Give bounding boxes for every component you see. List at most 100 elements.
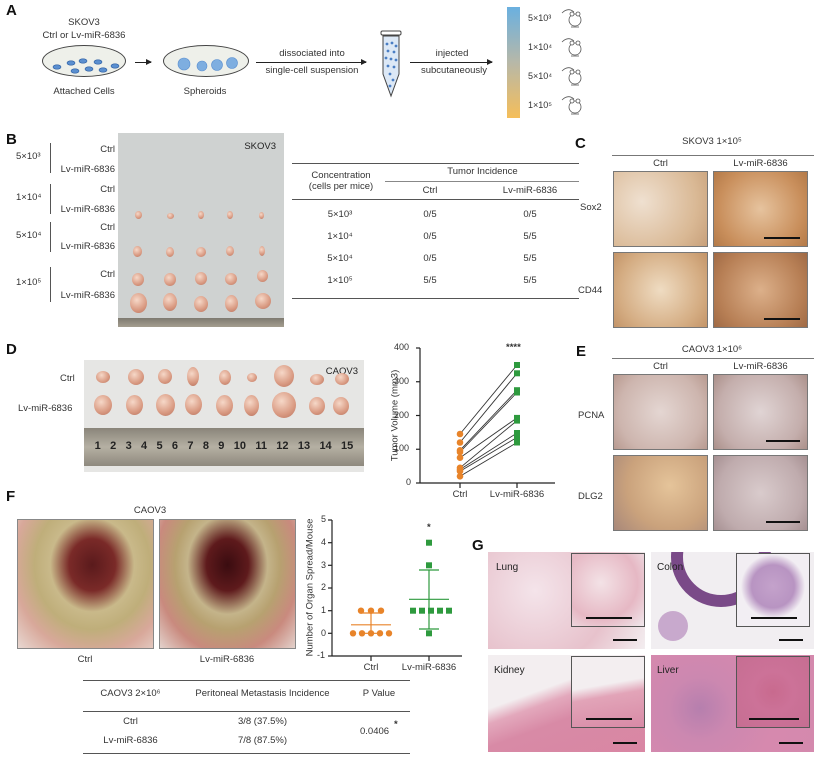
table-cell: 1×10⁴ bbox=[327, 231, 353, 242]
e-row-label: PCNA bbox=[578, 410, 605, 421]
table-cell: Lv-miR-6836 bbox=[103, 735, 158, 746]
ruler-number: 1 bbox=[94, 440, 101, 452]
table-cell: 5/5 bbox=[523, 275, 537, 286]
f-table-header: Peritoneal Metastasis Incidence bbox=[195, 688, 330, 699]
x-tick-label: Lv-miR-6836 bbox=[401, 662, 457, 673]
y-tick: 0 bbox=[406, 477, 412, 487]
scale-bar bbox=[613, 639, 637, 641]
table-cell: 7/8 (87.5%) bbox=[237, 735, 288, 746]
ruler-number: 11 bbox=[255, 440, 267, 452]
panel-label-d: D bbox=[6, 341, 17, 358]
ihc-image-pcna-lv bbox=[713, 374, 808, 450]
scale-bar bbox=[613, 742, 637, 744]
zoom-inset bbox=[571, 656, 645, 728]
zoom-inset bbox=[571, 553, 645, 627]
e-col-header: Lv-miR-6836 bbox=[733, 361, 788, 372]
arrow-icon bbox=[135, 59, 152, 65]
ihc-image-cd44-ctrl bbox=[613, 252, 708, 328]
f-photo-label: Ctrl bbox=[77, 654, 93, 665]
mouse-icon bbox=[561, 9, 582, 28]
d-row-label: Lv-miR-6836 bbox=[18, 403, 73, 414]
ruler-number: 15 bbox=[341, 440, 354, 452]
b-table-sub-header: Lv-miR-6836 bbox=[502, 185, 558, 196]
ruler-number: 3 bbox=[125, 440, 132, 452]
table-rule bbox=[292, 298, 579, 299]
attached-cells-dish-icon bbox=[42, 45, 126, 77]
y-tick: 4 bbox=[321, 537, 327, 547]
he-image-liver: Liver bbox=[651, 655, 814, 752]
b-row-label: Ctrl bbox=[100, 184, 115, 195]
table-cell: 5/5 bbox=[523, 253, 537, 264]
b-dose: 1×10⁴ bbox=[16, 192, 42, 203]
ruler-number: 8 bbox=[202, 440, 209, 452]
table-cell: 0/5 bbox=[423, 209, 437, 220]
mouse-icon bbox=[561, 38, 582, 57]
b-dose: 5×10⁴ bbox=[16, 230, 42, 241]
scale-bar bbox=[779, 742, 803, 744]
ruler-number: 4 bbox=[141, 440, 148, 452]
c-col-header: Lv-miR-6836 bbox=[733, 158, 788, 169]
table-rule bbox=[292, 163, 579, 164]
y-tick: 0 bbox=[321, 628, 327, 638]
he-image-colon: Colon bbox=[651, 552, 814, 649]
panel-label-c: C bbox=[575, 135, 586, 152]
arrow-icon bbox=[410, 59, 493, 65]
ruler-number: 7 bbox=[187, 440, 194, 452]
y-tick: 100 bbox=[394, 443, 410, 453]
a-step2-label: Spheroids bbox=[183, 86, 227, 97]
scale-bar bbox=[764, 318, 800, 320]
ihc-image-sox2-lv bbox=[713, 171, 808, 247]
table-cell: Ctrl bbox=[123, 716, 138, 727]
organ-spread-chart: 5 4 3 2 1 0 -1 Number of Organ Spread/Mo… bbox=[300, 500, 470, 673]
b-tumor-photo: SKOV3 bbox=[118, 133, 284, 327]
mouse-icon bbox=[561, 96, 582, 115]
table-cell: 5×10⁴ bbox=[327, 253, 353, 264]
b-table-col1-header: Concentration bbox=[311, 170, 371, 181]
d-photo-title: CAOV3 bbox=[325, 366, 358, 377]
table-cell: 5×10³ bbox=[327, 209, 353, 220]
f-dissection-photo-lv bbox=[159, 519, 296, 649]
dose-label: 5×10³ bbox=[528, 13, 552, 23]
ihc-image-cd44-lv bbox=[713, 252, 808, 328]
f-dissection-photo-ctrl bbox=[17, 519, 154, 649]
e-col-header: Ctrl bbox=[653, 361, 668, 372]
c-title: SKOV3 1×10⁵ bbox=[682, 136, 742, 147]
panel-label-a: A bbox=[6, 2, 17, 19]
table-cell: 5/5 bbox=[523, 231, 537, 242]
b-table-group-header: Tumor Incidence bbox=[447, 166, 518, 177]
b-row-label: Ctrl bbox=[100, 222, 115, 233]
b-table-col1-header: (cells per mice) bbox=[308, 181, 374, 192]
scale-bar bbox=[586, 617, 632, 619]
tumor-volume-chart: 400 300 200 100 0 Tumor Volume (mm3) ***… bbox=[380, 340, 580, 505]
scale-bar bbox=[749, 718, 799, 720]
ruler-number: 9 bbox=[218, 440, 225, 452]
scale-bar bbox=[766, 521, 800, 523]
a-arrow3-bottom: subcutaneously bbox=[420, 65, 488, 76]
group-bracket bbox=[50, 267, 51, 302]
y-axis-label: Tumor Volume (mm3) bbox=[389, 369, 401, 462]
ruler-number: 6 bbox=[171, 440, 179, 452]
g-tissue-label: Lung bbox=[496, 562, 519, 573]
c-col-header: Ctrl bbox=[653, 158, 668, 169]
ruler: 1 2 3 4 5 6 7 8 9 10 11 12 13 14 15 bbox=[84, 428, 364, 466]
group-bracket bbox=[50, 222, 51, 252]
b-row-label: Ctrl bbox=[100, 269, 115, 280]
f-photo-label: Lv-miR-6836 bbox=[199, 654, 255, 665]
c-row-label: CD44 bbox=[578, 285, 603, 296]
scale-bar bbox=[586, 718, 632, 720]
table-rule bbox=[292, 199, 579, 200]
ruler-number: 10 bbox=[233, 440, 246, 452]
a-condition: Ctrl or Lv-miR-6836 bbox=[42, 30, 126, 41]
table-cell: 0/5 bbox=[423, 231, 437, 242]
group-bracket bbox=[50, 143, 51, 173]
ruler bbox=[118, 318, 284, 327]
panel-label-g: G bbox=[472, 537, 484, 554]
ihc-image-sox2-ctrl bbox=[613, 171, 708, 247]
significance-marker: **** bbox=[506, 342, 521, 353]
d-tumor-photo: CAOV3 1 2 3 4 5 6 7 8 9 10 11 12 13 14 15 bbox=[84, 360, 364, 472]
ruler-number: 13 bbox=[297, 440, 311, 452]
c-row-label: Sox2 bbox=[580, 202, 602, 213]
a-arrow2-top: dissociated into bbox=[279, 48, 345, 59]
b-row-label: Lv-miR-6836 bbox=[60, 241, 115, 252]
scale-bar bbox=[751, 617, 797, 619]
